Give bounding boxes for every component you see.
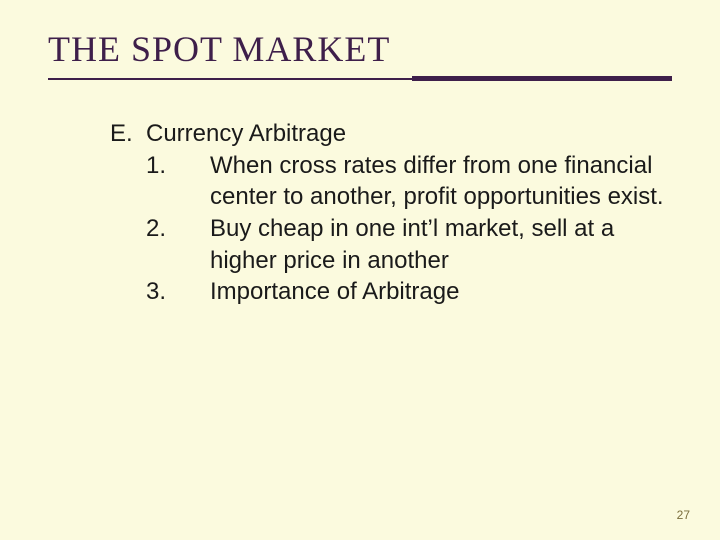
title-underline: [48, 76, 672, 82]
outline-heading: Currency Arbitrage: [146, 118, 672, 150]
page-number: 27: [677, 508, 690, 522]
outline-marker: E.: [110, 118, 146, 150]
outline-item-e: E. Currency Arbitrage: [110, 118, 672, 150]
slide-title: THE SPOT MARKET: [48, 28, 672, 70]
slide: THE SPOT MARKET E. Currency Arbitrage 1.…: [0, 0, 720, 540]
list-text: Buy cheap in one int’l market, sell at a…: [210, 213, 672, 276]
list-text: When cross rates differ from one financi…: [210, 150, 672, 213]
list-marker: 2.: [146, 213, 210, 276]
list-text: Importance of Arbitrage: [210, 276, 672, 308]
underline-thick: [412, 76, 672, 81]
sub-items: 1. When cross rates differ from one fina…: [146, 150, 672, 308]
list-item: 3. Importance of Arbitrage: [146, 276, 672, 308]
list-item: 1. When cross rates differ from one fina…: [146, 150, 672, 213]
list-item: 2. Buy cheap in one int’l market, sell a…: [146, 213, 672, 276]
list-marker: 3.: [146, 276, 210, 308]
content-area: E. Currency Arbitrage 1. When cross rate…: [110, 118, 672, 308]
list-marker: 1.: [146, 150, 210, 213]
